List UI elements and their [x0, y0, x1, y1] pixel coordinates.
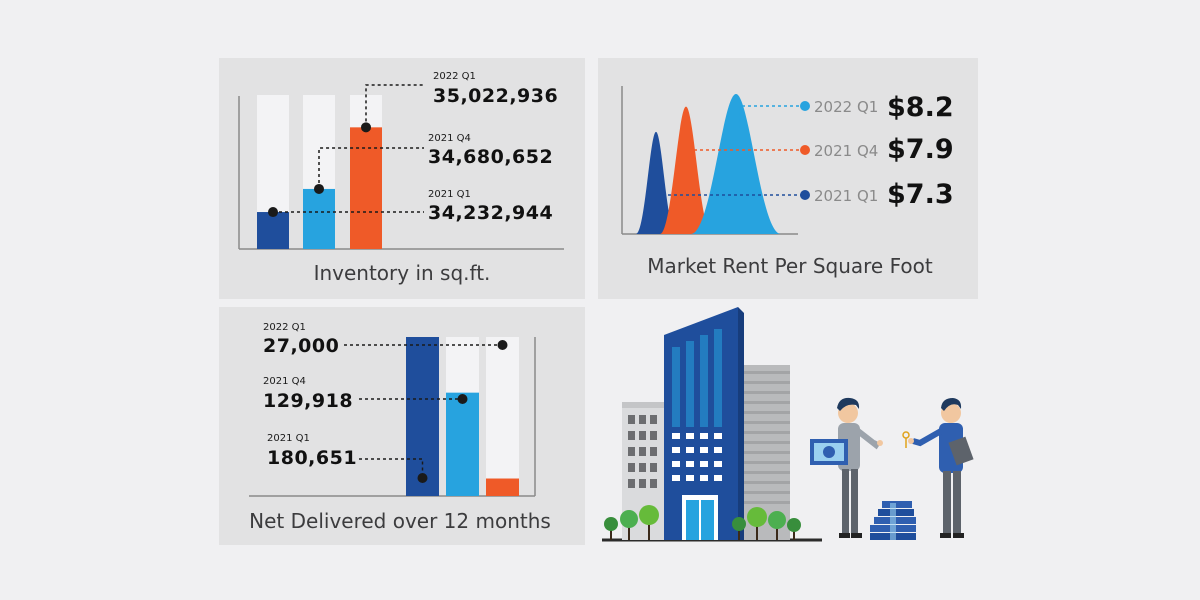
inventory-marker [361, 122, 371, 133]
delivered-panel: 2022 Q1 27,000 2021 Q4 129,918 2021 Q1 1… [219, 307, 585, 545]
inventory-chart: 2022 Q1 35,022,936 2021 Q4 34,680,652 20… [238, 71, 564, 285]
seller-person-icon [908, 398, 974, 538]
delivered-track [486, 337, 519, 496]
inventory-title: Inventory in sq.ft. [314, 261, 491, 285]
delivered-value-2022q1: 27,000 [263, 335, 339, 357]
money-stack-icon [870, 501, 916, 540]
rent-peak-2021q1 [636, 131, 676, 234]
delivered-value-2021q4: 129,918 [263, 390, 353, 412]
inventory-value-2022q1: 35,022,936 [433, 85, 558, 107]
delivered-period-2021q4: 2021 Q4 [263, 376, 306, 387]
key-icon [902, 431, 910, 448]
inventory-bar-2022q1 [350, 127, 382, 249]
rent-peak-2022q1 [691, 94, 781, 234]
rent-value-2022q1: $8.2 [887, 92, 954, 123]
delivered-bar-2022q1 [486, 478, 519, 496]
rent-title: Market Rent Per Square Foot [647, 254, 933, 278]
inventory-bar-2021q4 [303, 188, 335, 249]
rent-marker [800, 101, 810, 111]
rent-marker [800, 190, 810, 200]
inventory-marker [268, 207, 278, 218]
inventory-marker [314, 183, 324, 194]
tree-icon [604, 505, 801, 540]
inventory-panel: 2022 Q1 35,022,936 2021 Q4 34,680,652 20… [219, 58, 585, 299]
delivered-period-2022q1: 2022 Q1 [263, 322, 306, 333]
delivered-value-2021q1: 180,651 [267, 447, 357, 469]
inventory-period-2021q4: 2021 Q4 [428, 133, 471, 144]
rent-period-2021q1: 2021 Q1 [814, 187, 878, 205]
inventory-leader-line [365, 84, 424, 128]
delivered-title: Net Delivered over 12 months [249, 509, 551, 533]
blue-tower [664, 307, 744, 540]
rent-value-2021q4: $7.9 [887, 134, 954, 165]
delivered-bar-2021q4 [446, 392, 479, 496]
tablet-icon [948, 436, 974, 466]
rent-panel: 2022 Q1 $8.2 2021 Q4 $7.9 2021 Q1 $7.3 M… [598, 58, 978, 299]
rent-period-2022q1: 2022 Q1 [814, 98, 878, 116]
rent-leader-line [739, 105, 803, 128]
grey-building [740, 365, 790, 540]
inventory-leader-line [318, 147, 424, 189]
city-deal-illustration [602, 307, 974, 542]
real-estate-illustration [598, 307, 978, 545]
inventory-value-2021q1: 34,232,944 [428, 202, 553, 224]
delivered-marker [497, 340, 508, 350]
delivered-bar-2021q1 [406, 337, 439, 496]
inventory-period-2022q1: 2022 Q1 [433, 71, 476, 82]
rent-period-2021q4: 2021 Q4 [814, 142, 878, 160]
inventory-value-2021q4: 34,680,652 [428, 146, 553, 168]
rent-value-2021q1: $7.3 [887, 179, 954, 210]
buyer-person-icon [810, 397, 883, 538]
rent-peak-2021q4 [660, 106, 712, 234]
rent-chart: 2022 Q1 $8.2 2021 Q4 $7.9 2021 Q1 $7.3 M… [621, 86, 954, 278]
delivered-chart: 2022 Q1 27,000 2021 Q4 129,918 2021 Q1 1… [249, 322, 551, 533]
delivered-period-2021q1: 2021 Q1 [267, 433, 310, 444]
delivered-marker [417, 473, 428, 483]
delivered-marker [457, 394, 468, 404]
inventory-period-2021q1: 2021 Q1 [428, 189, 471, 200]
inventory-bar-2021q1 [257, 212, 289, 249]
rent-marker [800, 145, 810, 155]
